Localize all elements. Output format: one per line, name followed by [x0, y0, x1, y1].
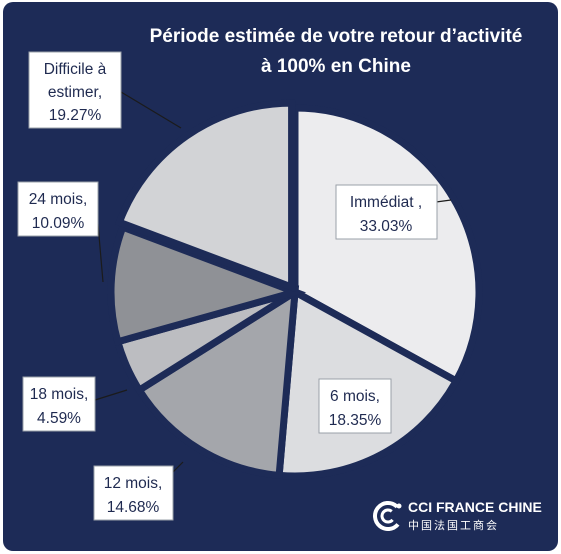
data-label-difficile: Difficile à estimer, 19.27%: [28, 51, 122, 129]
data-label-category: 24 mois,: [29, 191, 88, 208]
pie-slices: [107, 99, 483, 480]
data-label-category: 12 mois,: [104, 475, 163, 492]
pie-chart: Période estimée de votre retour d’activi…: [17, 26, 542, 532]
data-label-category: Immédiat ,: [350, 194, 422, 211]
cci-logo-icon: [373, 501, 403, 531]
pie-slice: [107, 222, 307, 347]
label-leader-line: [172, 461, 184, 473]
data-label-value: 10.09%: [32, 215, 85, 232]
label-leader-line: [94, 389, 128, 401]
label-leader-line: [97, 223, 104, 283]
data-label-value: 14.68%: [107, 499, 160, 516]
label-leader-line: [435, 199, 452, 203]
data-label-box: [28, 51, 122, 129]
pie-slice: [291, 104, 483, 386]
pie-slice: [114, 99, 296, 293]
data-label-category-line-2: estimer,: [48, 84, 102, 101]
data-label-box: [17, 181, 99, 237]
pie-slice: [134, 285, 300, 480]
chart-slide: Période estimée de votre retour d’activi…: [3, 2, 558, 551]
chart-title-line-1: Période estimée de votre retour d’activi…: [150, 26, 523, 47]
data-label-box: [318, 378, 392, 434]
data-label-category-line-1: Difficile à: [44, 61, 107, 78]
label-leader-line: [120, 91, 182, 129]
data-label-6-mois: 6 mois, 18.35%: [318, 378, 392, 434]
data-label-value: 19.27%: [49, 107, 102, 124]
data-label-value: 18.35%: [329, 412, 382, 429]
data-label-category: 18 mois,: [30, 386, 89, 403]
data-label-18-mois: 18 mois, 4.59%: [22, 376, 96, 432]
data-label-box: [22, 376, 96, 432]
chart-title-line-2: à 100% en Chine: [261, 56, 411, 77]
brand-subtitle: 中国法国工商会: [408, 518, 499, 532]
label-leader-lines: [94, 91, 452, 473]
data-label-12-mois: 12 mois, 14.68%: [93, 465, 174, 521]
data-label-immediat: Immédiat , 33.03%: [335, 184, 438, 240]
data-label-24-mois: 24 mois, 10.09%: [17, 181, 99, 237]
data-label-box: [335, 184, 438, 240]
data-label-value: 33.03%: [360, 218, 413, 235]
data-label-value: 4.59%: [37, 410, 81, 427]
brand-name: CCI FRANCE CHINE: [408, 499, 542, 515]
data-label-category: 6 mois,: [330, 388, 380, 405]
brand-logo: CCI FRANCE CHINE 中国法国工商会: [373, 499, 542, 532]
data-label-box: [93, 465, 174, 521]
